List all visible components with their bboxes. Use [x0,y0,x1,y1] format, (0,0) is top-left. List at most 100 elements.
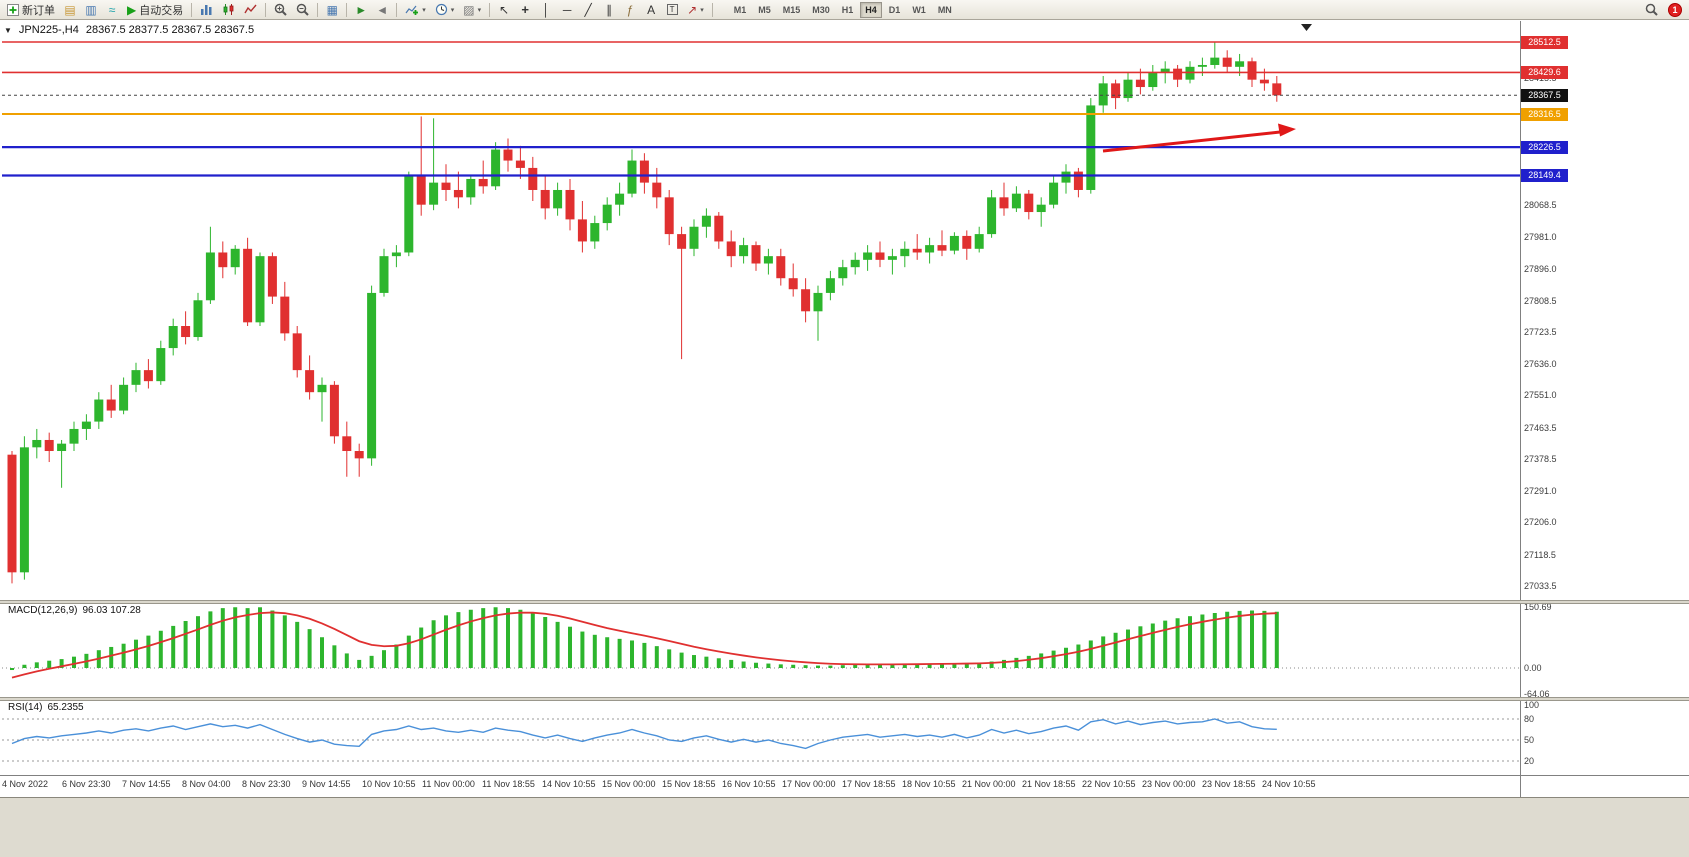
chevron-down-icon: ▾ [422,6,426,14]
timeframe-w1[interactable]: W1 [907,2,931,18]
arrows-icon: ↗ [687,2,698,17]
line-chart-icon [244,4,257,14]
bar-chart-icon [201,5,212,15]
trendline-button[interactable]: ╱ [578,1,598,19]
rsi-value: 65.2355 [47,702,84,713]
templates-button[interactable]: ▨ ▾ [459,1,485,19]
timeframe-group: M1 M5 M15 M30 H1 H4 D1 W1 MN [729,1,957,18]
tile-windows-button[interactable]: ▦ [322,1,342,19]
channel-button[interactable]: ∥ [599,1,619,19]
crosshair-button[interactable]: + [515,1,535,19]
play-icon: ▶ [127,2,137,17]
symbol-ohlc: 28367.5 28377.5 28367.5 28367.5 [85,24,255,36]
toolbar-separator [711,2,713,17]
zoom-in-button[interactable] [270,1,291,19]
arrows-button[interactable]: ↗ ▾ [683,1,708,19]
timeframe-h4[interactable]: H4 [860,1,882,18]
macd-values: 96.03 107.28 [82,605,141,616]
timeframe-m15[interactable]: M15 [778,2,806,18]
toolbar-separator [346,2,348,17]
indicators-button[interactable]: ▾ [401,1,430,19]
profiles-icon: ▥ [85,2,97,17]
toolbar-separator [191,2,193,17]
toolbar-separator [489,2,491,17]
channel-icon: ∥ [606,2,613,17]
horizontal-line-icon: ─ [562,2,572,17]
new-order-button[interactable]: 新订单 [3,1,59,19]
text-label-button[interactable]: T [662,1,682,19]
templates-icon: ▨ [463,2,475,17]
symbol-header: ▼ JPN225-,H4 28367.5 28377.5 28367.5 283… [4,24,254,36]
status-area [0,797,1689,857]
crosshair-icon: + [521,2,529,17]
new-chart-icon: ▤ [64,2,76,17]
zoom-out-button[interactable] [292,1,313,19]
chart-shift-button[interactable]: ◄ [372,1,392,19]
text-icon: A [647,2,656,17]
tile-windows-icon: ▦ [326,2,338,17]
search-button[interactable] [1641,1,1662,19]
macd-label: MACD(12,26,9) [8,605,78,616]
cursor-icon: ↖ [499,2,510,17]
fibonacci-icon: ƒ [626,2,634,17]
timeframe-m5[interactable]: M5 [753,2,776,18]
new-order-icon [7,3,19,16]
time-axis-border [0,775,1689,776]
horizontal-line-button[interactable]: ─ [557,1,577,19]
chevron-down-icon: ▾ [477,6,482,14]
auto-scroll-icon: ► [355,2,368,17]
rsi-panel-splitter[interactable] [0,697,1689,701]
trend-arrow[interactable] [1102,123,1296,153]
symbol-dropdown-icon[interactable]: ▼ [4,25,12,35]
signals-button[interactable]: ≈ [102,1,122,19]
text-label-icon: T [666,4,678,15]
rsi-header: RSI(14) 65.2355 [8,702,84,713]
candlestick-button[interactable] [218,1,239,19]
toolbar-separator [317,2,319,17]
rsi-panel [2,718,1520,762]
periods-button[interactable]: ▾ [431,1,459,19]
macd-panel [2,607,1520,679]
new-chart-button[interactable]: ▤ [60,1,80,19]
zoom-in-icon [274,3,287,16]
price-axis-border [1520,21,1521,798]
symbol-title: JPN225-,H4 [18,24,79,36]
trendline-icon: ╱ [584,2,592,17]
candles-layer [7,42,1282,584]
zoom-out-icon [296,3,309,16]
chevron-down-icon: ▾ [450,6,455,14]
chart-shift-icon: ◄ [376,2,389,17]
toolbar: 新订单 ▤ ▥ ≈ ▶ 自动交易 ▦ ► ◄ ▾ ▾ ▨ ▾ ↖ + │ ─ ╱ ∥ ƒ A T ↗ ▾ M1 M5 M15 M30 H… [0,0,1689,20]
auto-scroll-button[interactable]: ► [351,1,371,19]
macd-header: MACD(12,26,9) 96.03 107.28 [8,605,141,616]
bar-chart-button[interactable] [196,1,217,19]
timeframe-d1[interactable]: D1 [884,2,906,18]
clock-icon [435,3,447,16]
text-button[interactable]: A [641,1,661,19]
toolbar-separator [396,2,398,17]
profiles-button[interactable]: ▥ [81,1,101,19]
line-chart-button[interactable] [240,1,261,19]
vertical-line-button[interactable]: │ [536,1,556,19]
chart-shift-marker[interactable] [1301,24,1312,31]
fibonacci-button[interactable]: ƒ [620,1,640,19]
toolbar-right-group: 1 [1641,1,1682,19]
cursor-button[interactable]: ↖ [494,1,514,19]
autotrading-button-label: 自动交易 [139,4,184,17]
rsi-label: RSI(14) [8,702,43,713]
vertical-line-icon: │ [542,2,550,17]
timeframe-m30[interactable]: M30 [807,2,835,18]
hline-objects[interactable] [2,41,1520,177]
chevron-down-icon: ▾ [700,6,704,14]
notification-badge[interactable]: 1 [1668,2,1682,17]
search-icon [1645,3,1658,16]
indicator-add-icon [405,5,419,15]
signals-icon: ≈ [108,2,116,17]
macd-panel-splitter[interactable] [0,600,1689,604]
timeframe-mn[interactable]: MN [933,2,957,18]
autotrading-button[interactable]: ▶ 自动交易 [123,1,187,19]
toolbar-separator [265,2,267,17]
timeframe-m1[interactable]: M1 [729,2,752,18]
timeframe-h1[interactable]: H1 [837,2,859,18]
